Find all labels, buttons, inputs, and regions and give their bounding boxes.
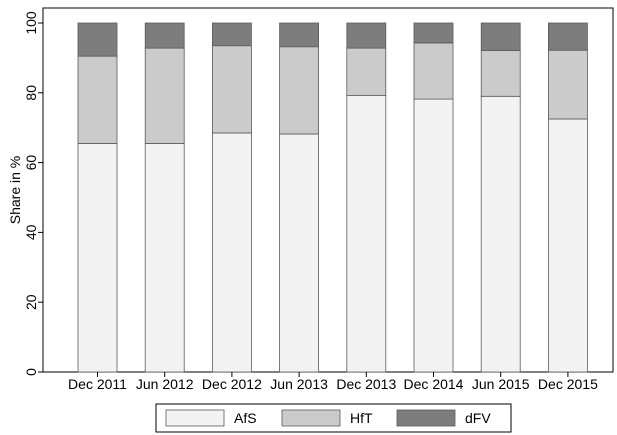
bar-afs-3 — [279, 133, 320, 373]
bar-hft-0 — [77, 55, 118, 144]
bar-afs-6 — [480, 95, 521, 373]
x-tick-label: Dec 2012 — [202, 376, 262, 392]
bar-afs-5 — [413, 98, 454, 373]
x-tick-label: Dec 2013 — [336, 376, 396, 392]
legend: AfS HfT dFV — [155, 403, 512, 433]
plot-area — [42, 7, 614, 373]
bar-dfv-6 — [480, 22, 521, 51]
y-tick-label: 80 — [23, 85, 39, 101]
x-tick-label: Dec 2011 — [68, 376, 127, 392]
legend-label-dfv: dFV — [465, 410, 491, 426]
bar-dfv-7 — [548, 22, 588, 51]
x-tick-label: Jun 2013 — [270, 376, 328, 392]
bar-hft-5 — [413, 42, 454, 100]
y-axis: 0 20 40 60 80 100 — [23, 11, 43, 376]
bar-dfv-4 — [346, 22, 387, 49]
bar-hft-6 — [480, 50, 521, 97]
legend-swatch-afs — [165, 409, 225, 427]
y-axis-title: Share in % — [7, 156, 23, 224]
bar-hft-4 — [346, 47, 387, 96]
x-tick-label: Dec 2015 — [538, 376, 598, 392]
bar-afs-0 — [77, 143, 118, 373]
x-tick-label: Jun 2015 — [472, 376, 530, 392]
bar-afs-2 — [211, 132, 252, 373]
bar-dfv-3 — [279, 22, 320, 48]
y-tick-label: 0 — [23, 368, 39, 376]
x-tick-label: Jun 2012 — [136, 376, 194, 392]
legend-label-afs: AfS — [234, 410, 257, 426]
bar-hft-3 — [279, 46, 320, 135]
bar-afs-1 — [144, 143, 185, 373]
x-tick-label: Dec 2014 — [404, 376, 464, 392]
bar-afs-7 — [548, 118, 588, 373]
y-tick-label: 60 — [23, 155, 39, 171]
legend-label-hft: HfT — [350, 410, 373, 426]
y-tick-label: 20 — [23, 294, 39, 310]
bar-dfv-5 — [413, 22, 454, 44]
bar-dfv-0 — [77, 22, 118, 57]
bar-hft-2 — [211, 45, 252, 134]
bar-dfv-2 — [211, 22, 252, 47]
bar-hft-7 — [548, 49, 588, 120]
y-tick-label: 40 — [23, 224, 39, 240]
bars-layer — [77, 22, 588, 373]
legend-swatch-hft — [281, 409, 341, 427]
bar-afs-4 — [346, 95, 387, 373]
bar-dfv-1 — [144, 22, 185, 49]
y-tick-label: 100 — [23, 11, 39, 35]
x-axis: Dec 2011 Jun 2012 Dec 2012 Jun 2013 Dec 2013… — [68, 372, 598, 392]
bar-hft-1 — [144, 47, 185, 144]
legend-swatch-dfv — [396, 409, 456, 427]
